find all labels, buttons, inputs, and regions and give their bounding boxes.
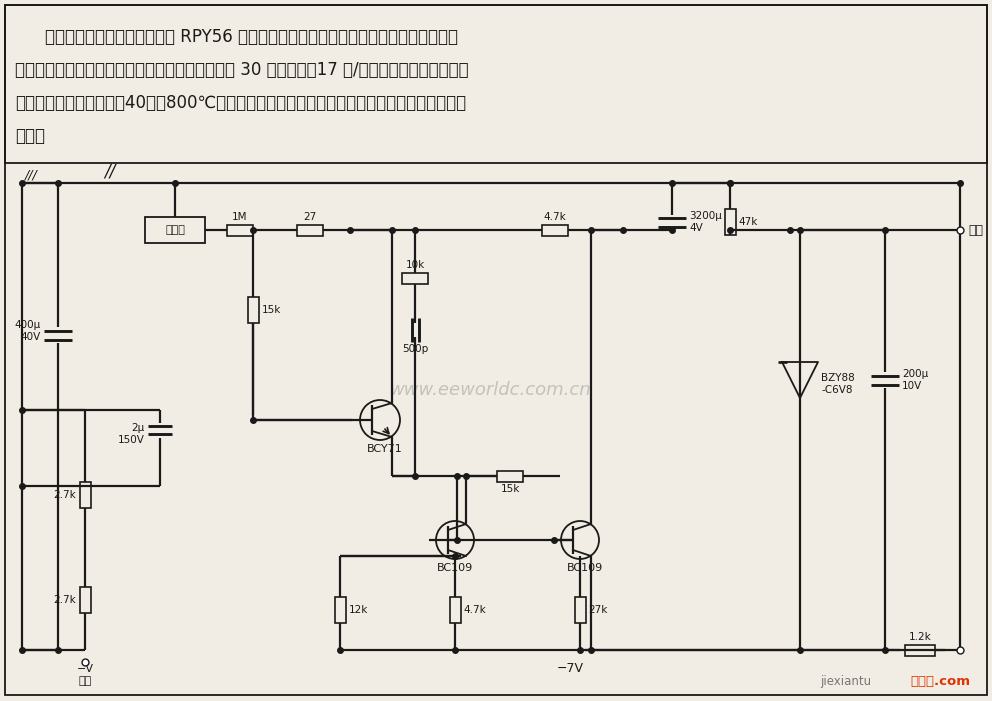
Text: www.eeworldc.com.cn: www.eeworldc.com.cn <box>389 381 591 399</box>
Text: 4.7k: 4.7k <box>544 212 566 222</box>
Text: 500p: 500p <box>402 344 429 354</box>
Bar <box>334 597 345 623</box>
Text: BC109: BC109 <box>436 563 473 573</box>
Text: 15k: 15k <box>500 484 520 494</box>
Text: 1M: 1M <box>232 212 248 222</box>
Text: 2.7k: 2.7k <box>54 595 76 605</box>
Bar <box>79 482 90 508</box>
Text: 200μ
10V: 200μ 10V <box>902 369 929 390</box>
Text: 2.7k: 2.7k <box>54 490 76 500</box>
Text: −V
偏流: −V 偏流 <box>76 664 93 686</box>
Text: 接线图.com: 接线图.com <box>910 675 970 688</box>
Bar <box>905 644 935 655</box>
Text: 输出: 输出 <box>968 224 983 236</box>
Text: 10k: 10k <box>406 261 425 271</box>
Bar <box>542 224 568 236</box>
Bar <box>79 587 90 613</box>
Text: 电路。: 电路。 <box>15 127 45 145</box>
Text: 1.2k: 1.2k <box>909 632 931 643</box>
Text: BZY88
-C6V8: BZY88 -C6V8 <box>821 373 855 395</box>
Bar <box>724 209 735 235</box>
Text: 12k: 12k <box>348 605 368 615</box>
Text: BC109: BC109 <box>566 563 603 573</box>
Text: 27: 27 <box>304 212 316 222</box>
Text: 探测器: 探测器 <box>165 225 185 235</box>
Bar <box>574 597 585 623</box>
Text: 3200μ
4V: 3200μ 4V <box>689 211 722 233</box>
Text: 个面积，本电路适用于－40～＋800℃的温度范围。用示波器作为检测器，形成电视系统的闭合: 个面积，本电路适用于－40～＋800℃的温度范围。用示波器作为检测器，形成电视系… <box>15 94 466 112</box>
Text: 本电路使用了在液氮中冷却的 RPY56 型锔化锄探测器的前置放大器。为了采用廉价的热: 本电路使用了在液氮中冷却的 RPY56 型锔化锄探测器的前置放大器。为了采用廉价… <box>45 28 458 46</box>
Text: 2μ
150V: 2μ 150V <box>118 423 145 445</box>
Text: −7V: −7V <box>557 662 583 675</box>
Bar <box>497 470 523 482</box>
Text: BCY71: BCY71 <box>367 444 403 454</box>
Bar <box>297 224 323 236</box>
Bar <box>145 217 205 243</box>
Text: jiexiantu: jiexiantu <box>820 675 871 688</box>
Text: 400μ
40V: 400μ 40V <box>15 320 41 342</box>
Bar <box>5 5 987 163</box>
Text: 15k: 15k <box>262 305 281 315</box>
Text: //: // <box>104 162 116 180</box>
Text: ///: /// <box>25 168 38 181</box>
Bar <box>449 597 460 623</box>
Text: 47k: 47k <box>738 217 758 227</box>
Text: 4.7k: 4.7k <box>463 605 486 615</box>
Bar <box>227 224 253 236</box>
Text: 27k: 27k <box>588 605 608 615</box>
Bar <box>247 297 259 323</box>
Text: 扫描装置，一般使用电动尼普科夫扫描盘，能产生 30 条扫描线，17 帧/秒，在观测过程中覆盖整: 扫描装置，一般使用电动尼普科夫扫描盘，能产生 30 条扫描线，17 帧/秒，在观… <box>15 61 468 79</box>
Bar <box>402 273 428 283</box>
